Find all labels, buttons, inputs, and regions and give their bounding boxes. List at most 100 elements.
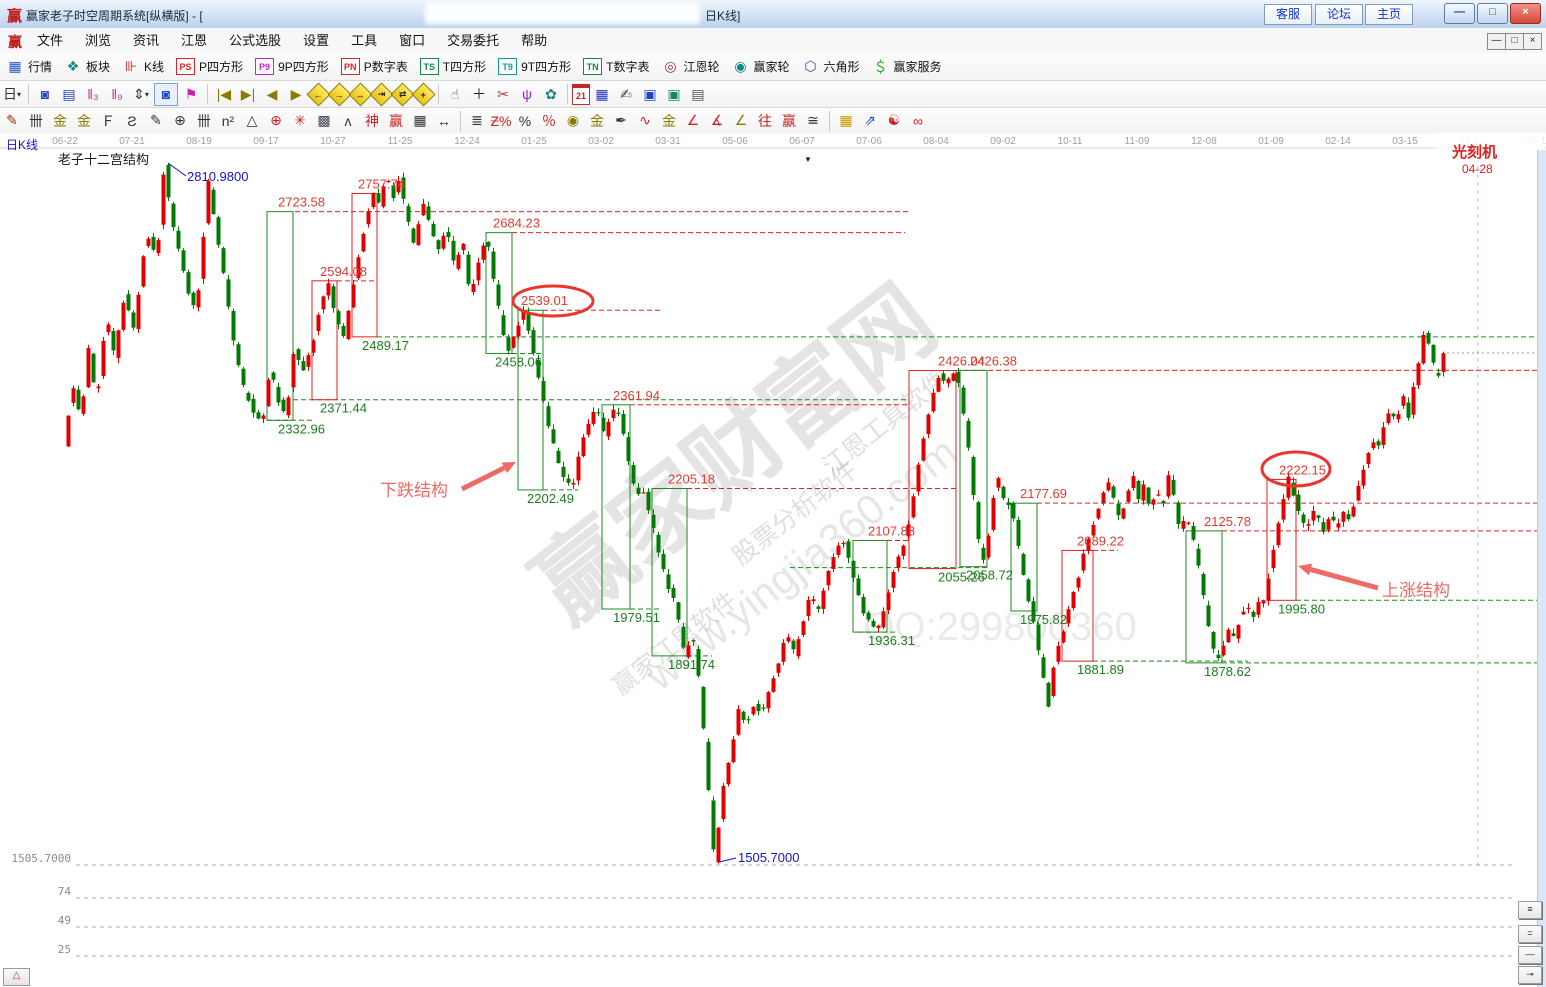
h-measure-icon[interactable]: ↔	[437, 112, 451, 129]
angle-icon[interactable]: △	[246, 112, 258, 128]
menu-item-5[interactable]: 设置	[303, 33, 330, 48]
pan-hand-icon[interactable]: ☝	[450, 85, 460, 102]
menu-item-8[interactable]: 交易委托	[447, 33, 500, 48]
kline-mode-icon[interactable]: ◙	[154, 82, 178, 106]
crosshair-icon[interactable]: ＋	[472, 86, 486, 102]
chart-style-icon[interactable]: ◙	[40, 86, 50, 102]
list-view-icon[interactable]: ▤	[62, 85, 76, 102]
gold-angle-2-icon[interactable]: ∠	[734, 112, 748, 128]
toolbar-item-行情[interactable]: ▦ 行情	[3, 56, 55, 78]
block-grid-icon[interactable]: ▦	[413, 112, 427, 128]
homepage-button[interactable]: 主页	[1365, 4, 1413, 25]
comb-2-icon[interactable]: 卌	[197, 112, 211, 129]
panel-resize-button-3[interactable]: ⊸	[1518, 966, 1542, 984]
pen-icon[interactable]: ✎	[6, 112, 18, 128]
ying-tool-icon[interactable]: 赢	[389, 112, 403, 129]
toolbar-item-P四方形[interactable]: PS P四方形	[173, 56, 246, 78]
menu-item-0[interactable]: 文件	[37, 33, 64, 48]
cut-tool-icon[interactable]: ✂	[497, 85, 509, 102]
wang-tool-icon[interactable]: 往	[758, 112, 772, 129]
toolbar-item-P数字表[interactable]: PN P数字表	[338, 56, 411, 78]
menu-item-7[interactable]: 窗口	[399, 33, 426, 48]
toolbar-item-K线[interactable]: ⊪ K线	[119, 56, 167, 78]
menu-item-1[interactable]: 浏览	[85, 33, 112, 48]
indicator-toggle-button[interactable]: △	[3, 968, 30, 986]
gold-comb-2-icon[interactable]: 金	[77, 112, 91, 129]
next-icon[interactable]: ▶	[290, 85, 302, 102]
fork-tool-icon[interactable]: ψ	[522, 86, 532, 102]
panel-resize-button-1[interactable]: =	[1518, 925, 1542, 943]
wave-icon[interactable]: ∿	[639, 112, 651, 128]
tab-daily-kline[interactable]: 日K线	[6, 138, 39, 152]
gann-clock-icon[interactable]: ⊕	[174, 112, 186, 128]
zoom-all-icon[interactable]: +	[411, 81, 436, 107]
mdi-close-button[interactable]: ×	[1523, 33, 1542, 50]
wave-mark-icon[interactable]: ʌ	[344, 112, 352, 129]
ying-tool-2-icon[interactable]: 赢	[782, 112, 796, 129]
export-disk-icon[interactable]: ▣	[667, 85, 681, 102]
flag-tool-icon[interactable]: ⚑	[184, 85, 198, 102]
gold-ring-icon[interactable]: ◉	[566, 112, 580, 128]
pen-2-icon[interactable]: ✎	[150, 112, 162, 128]
toolbar-item-T数字表[interactable]: TN T数字表	[580, 56, 652, 78]
period-selector-icon[interactable]: 日 ▾	[2, 86, 21, 102]
target-red-icon[interactable]: ⊕	[270, 112, 282, 128]
menu-item-3[interactable]: 江恩	[181, 33, 208, 48]
bars-3-icon[interactable]: ‖₃	[87, 86, 99, 102]
toolbar-item-9P四方形[interactable]: P9 9P四方形	[252, 56, 332, 78]
gold-line-icon[interactable]: 金	[590, 112, 604, 129]
toolbar-item-赢家轮[interactable]: ◉ 赢家轮	[728, 56, 792, 78]
printer-icon[interactable]: ▤	[691, 85, 705, 102]
bars-9-icon[interactable]: ‖₉	[111, 86, 123, 102]
calculator-icon[interactable]: ▦	[595, 85, 609, 102]
toolbar-item-T四方形[interactable]: TS T四方形	[417, 56, 489, 78]
menu-item-9[interactable]: 帮助	[521, 33, 548, 48]
toolbar-item-江恩轮[interactable]: ◎ 江恩轮	[658, 56, 722, 78]
menu-item-4[interactable]: 公式选股	[229, 33, 282, 48]
percent-line-icon[interactable]: ％	[542, 112, 556, 129]
menu-item-2[interactable]: 资讯	[133, 33, 160, 48]
candle-type-icon[interactable]: ⇕ ▾	[133, 85, 149, 102]
ink-pen-icon[interactable]: ✒	[615, 112, 627, 128]
percent-z-icon[interactable]: Ƶ%	[490, 112, 512, 129]
notes-icon[interactable]: ✍	[620, 85, 632, 102]
infinity-icon[interactable]: ∞	[913, 112, 923, 129]
mdi-minimize-button[interactable]: —	[1487, 33, 1506, 50]
panel-resize-button-2[interactable]: —	[1518, 946, 1542, 964]
last-icon[interactable]: ▶|	[240, 85, 256, 102]
shen-tool-icon[interactable]: 神	[365, 112, 379, 129]
forum-button[interactable]: 论坛	[1315, 4, 1363, 25]
maximize-button[interactable]: □	[1477, 3, 1508, 24]
knot-tool-icon[interactable]: ✿	[545, 85, 557, 102]
close-button[interactable]: ×	[1510, 3, 1541, 24]
percent-icon[interactable]: %	[518, 112, 532, 129]
level-tool-icon[interactable]: ≅	[807, 112, 819, 128]
gold-comb-1-icon[interactable]: 金	[53, 112, 67, 129]
trend-chart-icon[interactable]: ⇗	[864, 112, 876, 128]
minimize-button[interactable]: —	[1444, 3, 1475, 24]
spiral-icon[interactable]: Ƨ	[127, 112, 137, 129]
first-icon[interactable]: |◀	[216, 85, 232, 102]
f-lines-icon[interactable]: Ｆ	[101, 112, 115, 129]
toolbar-item-六角形[interactable]: ⬡ 六角形	[799, 56, 863, 78]
f-angle-icon[interactable]: ∡	[710, 112, 724, 128]
comb-icon[interactable]: 卌	[29, 112, 43, 129]
customer-service-button[interactable]: 客服	[1264, 4, 1312, 25]
menu-item-6[interactable]: 工具	[351, 33, 378, 48]
gold-angle-icon[interactable]: 金	[662, 112, 676, 129]
vertical-scrollbar[interactable]	[1537, 150, 1546, 987]
yin-yang-icon[interactable]: ☯	[887, 112, 901, 128]
square-n-icon[interactable]: n²	[221, 112, 235, 129]
j-angle-icon[interactable]: ∠	[686, 112, 700, 128]
mdi-restore-button[interactable]: □	[1505, 33, 1524, 50]
panel-grid-icon[interactable]: ▦	[839, 112, 853, 128]
toolbar-item-赢家服务[interactable]: ＄ 赢家服务	[869, 56, 945, 78]
calendar-icon[interactable]: 21	[572, 83, 590, 105]
grid-web-icon[interactable]: ▩	[317, 112, 331, 128]
star-web-icon[interactable]: ✳	[294, 112, 306, 128]
prev-icon[interactable]: ◀	[266, 85, 278, 102]
toolbar-item-板块[interactable]: ❖ 板块	[61, 56, 113, 78]
panel-resize-button-0[interactable]: ≡	[1518, 901, 1542, 919]
save-disk-icon[interactable]: ▣	[643, 85, 657, 102]
toolbar-item-9T四方形[interactable]: T9 9T四方形	[495, 56, 574, 78]
